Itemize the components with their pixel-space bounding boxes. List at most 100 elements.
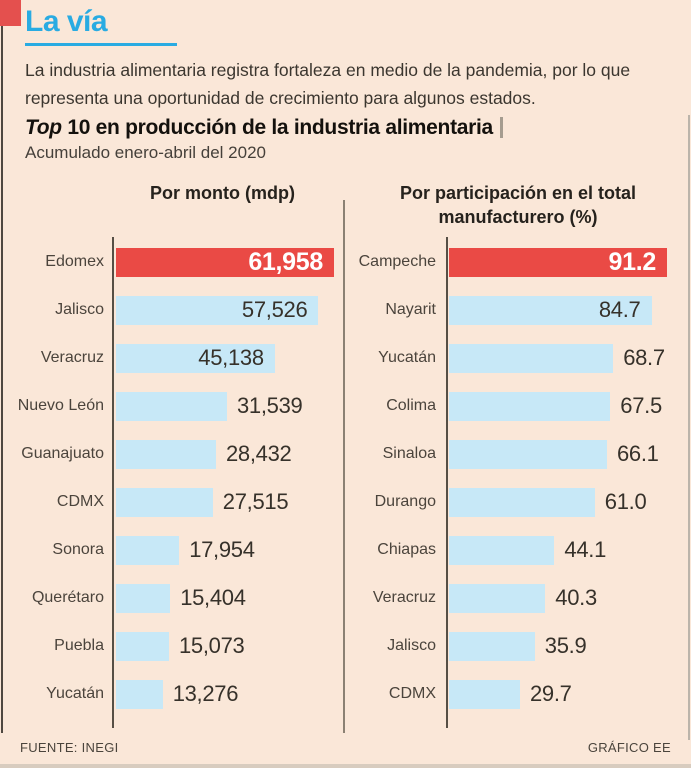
bar-cell: 66.1 bbox=[449, 439, 691, 469]
category-label: Puebla bbox=[54, 637, 104, 654]
value-label: 17,954 bbox=[189, 537, 255, 562]
chart-row: Querétaro 15,404 bbox=[0, 574, 345, 622]
chart-row: Sonora 17,954 bbox=[0, 526, 345, 574]
category-label: Veracruz bbox=[372, 589, 436, 606]
category-label: CDMX bbox=[388, 685, 436, 702]
value-label: 91.2 bbox=[608, 247, 657, 276]
category-label: Jalisco bbox=[387, 637, 436, 654]
charts-area: Edomex 61,958 Jalisco 57,526 Veracruz 45,138 N… bbox=[0, 238, 691, 718]
category-label: Sonora bbox=[52, 541, 104, 558]
bar bbox=[449, 487, 595, 517]
bar-cell: 84.7 bbox=[449, 295, 691, 325]
category-label: Sinaloa bbox=[382, 445, 436, 462]
chart-row: Campeche 91.2 bbox=[345, 238, 691, 286]
value-label: 68.7 bbox=[623, 345, 665, 370]
left-chart-axis bbox=[112, 237, 114, 728]
category-label: Nayarit bbox=[385, 301, 436, 318]
highlighted-bar: 61,958 bbox=[116, 247, 334, 277]
bar bbox=[449, 343, 614, 373]
bar bbox=[116, 391, 227, 421]
footer: FUENTE: INEGI GRÁFICO EE bbox=[20, 740, 671, 755]
right-chart-rows: Campeche 91.2 Nayarit 84.7 Yucatán 68.7 Colima… bbox=[345, 238, 691, 718]
category-label: Durango bbox=[374, 493, 436, 510]
chart-row: Yucatán 68.7 bbox=[345, 334, 691, 382]
bar-cell: 45,138 bbox=[116, 343, 345, 373]
bar-cell: 17,954 bbox=[116, 535, 345, 565]
bar-cell: 29.7 bbox=[449, 679, 691, 709]
chart-row: Nuevo León 31,539 bbox=[0, 382, 345, 430]
bar-cell: 61.0 bbox=[449, 487, 691, 517]
chart-row: Puebla 15,073 bbox=[0, 622, 345, 670]
bar bbox=[449, 535, 555, 565]
left-chart-header: Por monto (mdp) bbox=[150, 183, 295, 203]
chart-row: Edomex 61,958 bbox=[0, 238, 345, 286]
chart-title-rest: 10 en producción de la industria aliment… bbox=[61, 116, 493, 139]
category-label: CDMX bbox=[56, 493, 104, 510]
bar: 84.7 bbox=[449, 295, 652, 325]
value-label: 28,432 bbox=[226, 441, 292, 466]
value-label: 13,276 bbox=[172, 681, 239, 706]
chart-title-block: Top 10 en producción de la industria ali… bbox=[25, 116, 503, 163]
title-tick-mark bbox=[499, 117, 503, 138]
kicker-underline bbox=[25, 43, 177, 46]
bar-cell: 44.1 bbox=[449, 535, 691, 565]
chart-row: Durango 61.0 bbox=[345, 478, 691, 526]
value-label: 29.7 bbox=[530, 681, 572, 706]
value-label: 15,073 bbox=[179, 633, 245, 658]
bar-cell: 15,404 bbox=[116, 583, 345, 613]
chart-title: Top 10 en producción de la industria ali… bbox=[25, 116, 503, 140]
bar-cell: 67.5 bbox=[449, 391, 691, 421]
category-label: Jalisco bbox=[55, 301, 104, 318]
value-label: 45,138 bbox=[198, 345, 264, 370]
bottom-edge-strip bbox=[0, 764, 691, 768]
value-label: 67.5 bbox=[620, 393, 662, 418]
bar: 57,526 bbox=[116, 295, 319, 325]
bar bbox=[449, 583, 546, 613]
bar bbox=[116, 487, 213, 517]
value-label: 61.0 bbox=[604, 489, 647, 514]
category-label: Colima bbox=[386, 397, 436, 414]
bar-cell: 61,958 bbox=[116, 247, 345, 277]
bar bbox=[449, 679, 520, 709]
chart-row: Veracruz 45,138 bbox=[0, 334, 345, 382]
chart-row: CDMX 29.7 bbox=[345, 670, 691, 718]
category-label: Nuevo León bbox=[17, 397, 104, 414]
category-label: Chiapas bbox=[377, 541, 436, 558]
section-kicker: La vía bbox=[25, 5, 108, 38]
chart-subtitle: Acumulado enero-abril del 2020 bbox=[25, 143, 266, 162]
chart-row: Jalisco 57,526 bbox=[0, 286, 345, 334]
graphic-credit: GRÁFICO EE bbox=[587, 740, 671, 755]
bar-cell: 28,432 bbox=[116, 439, 345, 469]
chart-row: Veracruz 40.3 bbox=[345, 574, 691, 622]
right-chart-header: Por participación en el total manufactur… bbox=[399, 183, 637, 227]
chart-title-emphasis: Top bbox=[25, 116, 62, 139]
value-label: 40.3 bbox=[555, 585, 597, 610]
category-label: Guanajuato bbox=[21, 445, 104, 462]
category-label: Edomex bbox=[45, 253, 104, 270]
bar-cell: 68.7 bbox=[449, 343, 691, 373]
value-label: 84.7 bbox=[598, 297, 641, 322]
lead-description: La industria alimentaria registra fortal… bbox=[25, 60, 631, 108]
bar bbox=[449, 439, 607, 469]
value-label: 57,526 bbox=[241, 297, 308, 322]
value-label: 27,515 bbox=[222, 489, 289, 514]
value-label: 66.1 bbox=[617, 441, 659, 466]
bar-cell: 40.3 bbox=[449, 583, 691, 613]
bar-cell: 13,276 bbox=[116, 679, 345, 709]
bar bbox=[116, 679, 163, 709]
chart-row: Chiapas 44.1 bbox=[345, 526, 691, 574]
bar bbox=[116, 439, 216, 469]
bar bbox=[116, 631, 169, 661]
bar-cell: 91.2 bbox=[449, 247, 691, 277]
left-chart-rows: Edomex 61,958 Jalisco 57,526 Veracruz 45,138 N… bbox=[0, 238, 345, 718]
value-label: 15,404 bbox=[180, 585, 246, 610]
left-edge-rule bbox=[1, 26, 3, 733]
category-label: Yucatán bbox=[378, 349, 436, 366]
value-label: 61,958 bbox=[248, 247, 323, 276]
left-bar-chart: Edomex 61,958 Jalisco 57,526 Veracruz 45,138 N… bbox=[0, 238, 345, 718]
right-chart-axis bbox=[446, 237, 448, 728]
chart-column-headers: Por monto (mdp) Por participación en el … bbox=[0, 181, 691, 229]
value-label: 44.1 bbox=[564, 537, 607, 562]
right-edge-rule bbox=[688, 115, 690, 740]
